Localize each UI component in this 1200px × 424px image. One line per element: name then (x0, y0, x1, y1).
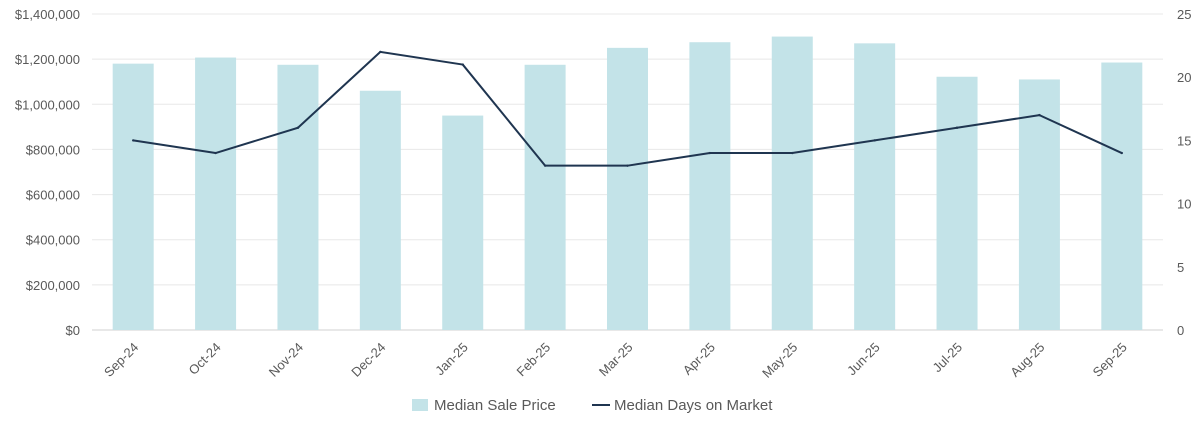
line-point-median-days-on-market (296, 126, 300, 129)
right-axis-tick-label: 5 (1177, 260, 1184, 275)
x-axis-tick-label: Jun-25 (844, 340, 883, 379)
x-axis-tick-label: Feb-25 (513, 340, 553, 380)
bar-median-sale-price (689, 42, 731, 330)
line-point-median-days-on-market (626, 164, 629, 167)
line-point-median-days-on-market (873, 139, 876, 142)
line-point-median-days-on-market (379, 50, 382, 54)
bar-median-sale-price (359, 90, 401, 330)
x-axis-tick-label: Oct-24 (186, 340, 224, 378)
line-point-median-days-on-market (543, 164, 547, 167)
bar-median-sale-price (854, 43, 896, 330)
x-axis-tick-label: May-25 (759, 340, 800, 381)
line-point-median-days-on-market (1120, 151, 1124, 155)
line-point-median-days-on-market (1038, 113, 1041, 117)
right-axis-tick-label: 10 (1177, 197, 1191, 212)
bar-median-sale-price (277, 64, 319, 331)
left-axis-tick-label: $200,000 (26, 278, 80, 293)
bar-median-sale-price (771, 36, 813, 330)
right-axis-tick-label: 25 (1177, 7, 1191, 22)
right-axis-tick-label: 15 (1177, 133, 1191, 148)
x-axis-tick-label: Sep-25 (1090, 340, 1130, 380)
x-axis-tick-label: Dec-24 (348, 340, 388, 380)
left-axis-tick-label: $800,000 (26, 142, 80, 157)
left-axis-tick-label: $1,200,000 (15, 52, 80, 67)
x-axis-tick-labels: Sep-24 Oct-24 Nov-24 Dec-24 Jan-25 Feb-25 Mar-… (101, 340, 1130, 381)
legend: Median Sale Price Median Days on Market (412, 397, 773, 414)
x-axis-tick-label: Jul-25 (930, 340, 966, 376)
right-axis-tick-labels: 0 5 10 15 20 25 (1177, 7, 1191, 338)
left-axis-tick-label: $1,400,000 (15, 7, 80, 22)
line-group (131, 50, 1124, 167)
left-axis-tick-label: $400,000 (26, 233, 80, 248)
right-axis-tick-label: 0 (1177, 323, 1184, 338)
x-axis-tick-label: Jan-25 (432, 340, 471, 379)
line-point-median-days-on-market (708, 151, 712, 155)
bars-group (112, 36, 1143, 331)
bar-median-sale-price (442, 115, 484, 330)
bar-median-sale-price (607, 47, 648, 330)
line-point-median-days-on-market (214, 151, 217, 155)
bar-median-sale-price (112, 63, 154, 331)
left-axis-tick-label: $1,000,000 (15, 97, 80, 112)
legend-label-median-days-on-market: Median Days on Market (614, 397, 773, 414)
x-axis-tick-label: Mar-25 (596, 340, 636, 380)
x-axis-tick-label: Nov-24 (266, 340, 306, 380)
line-point-median-days-on-market (461, 63, 464, 66)
line-point-median-days-on-market (791, 151, 794, 155)
bar-median-sale-price (195, 57, 237, 330)
bar-median-sale-price (1101, 62, 1143, 331)
left-axis-tick-label: $0 (66, 323, 80, 338)
right-axis-tick-label: 20 (1177, 70, 1191, 85)
x-axis-tick-label: Apr-25 (680, 340, 718, 378)
x-axis-tick-label: Sep-24 (101, 340, 141, 380)
line-point-median-days-on-market (955, 126, 959, 129)
legend-label-median-sale-price: Median Sale Price (434, 397, 556, 414)
legend-swatch-median-sale-price (412, 399, 428, 411)
line-point-median-days-on-market (131, 139, 135, 142)
left-axis-tick-label: $600,000 (26, 188, 80, 203)
x-axis-tick-label: Aug-25 (1007, 340, 1047, 380)
bar-median-sale-price (936, 76, 978, 331)
bar-median-sale-price (524, 64, 566, 331)
left-axis-tick-labels: $0 $200,000 $400,000 $600,000 $800,000 $1,000… (15, 7, 80, 338)
